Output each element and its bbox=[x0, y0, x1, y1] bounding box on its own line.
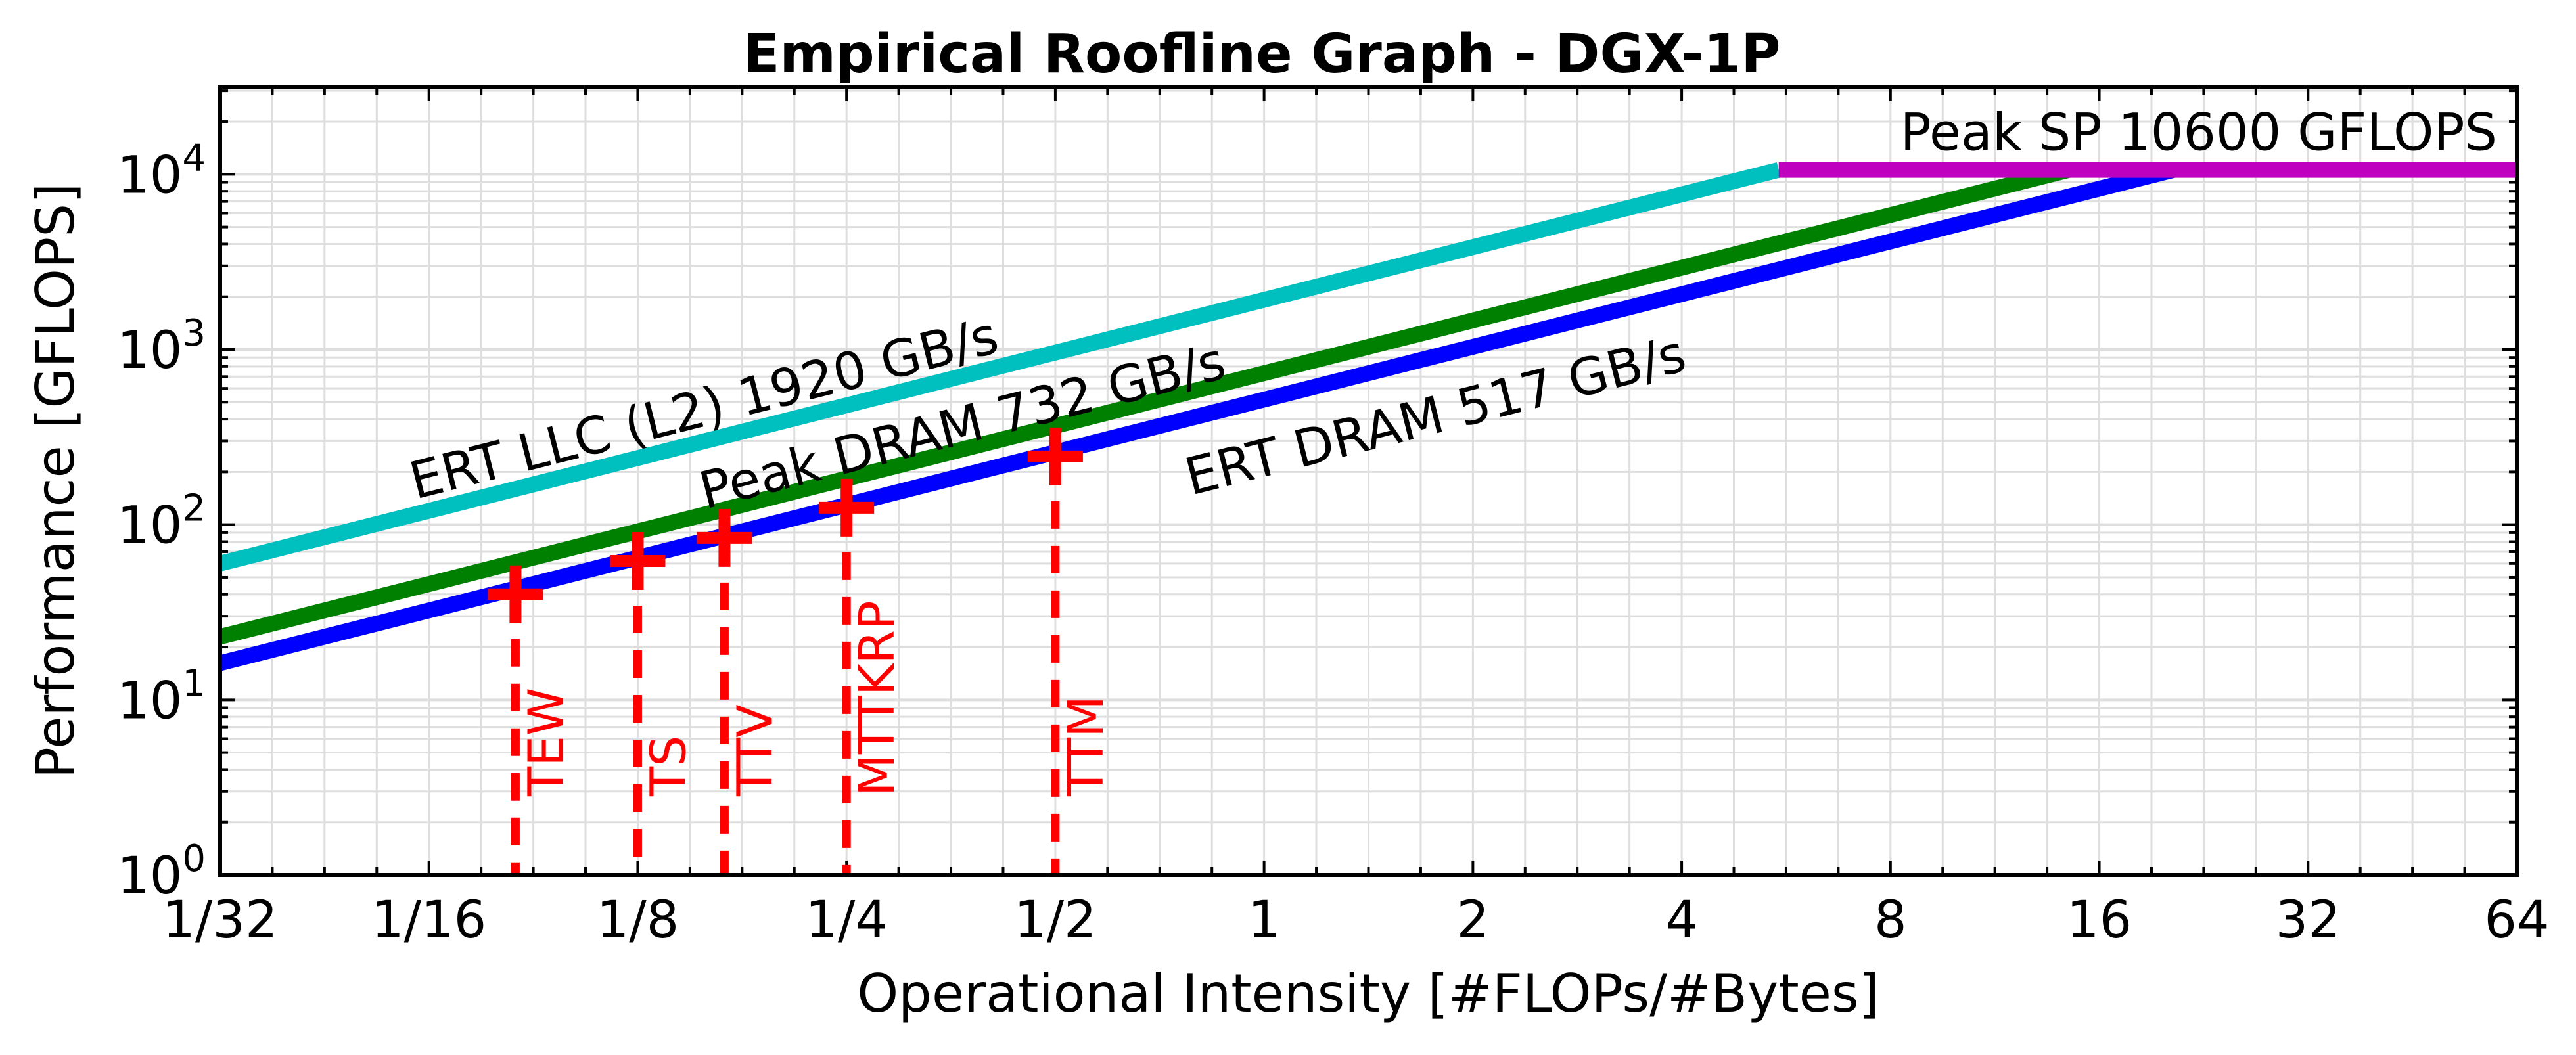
roofline-line-0 bbox=[218, 162, 1781, 572]
x-tick-label: 1/4 bbox=[805, 891, 888, 950]
x-tick-label: 1 bbox=[1248, 891, 1281, 950]
x-axis-label: Operational Intensity [#FLOPs/#Bytes] bbox=[857, 963, 1879, 1024]
x-tick-label: 2 bbox=[1457, 891, 1490, 950]
roofline-line-2 bbox=[218, 162, 2176, 671]
roofline-line-1 bbox=[218, 162, 2071, 645]
y-axis-label: Performance [GFLOPS] bbox=[25, 183, 86, 779]
y-tick-label: 103 bbox=[117, 312, 206, 380]
peak-compute-label: Peak SP 10600 GFLOPS bbox=[1900, 104, 2497, 163]
y-tick-label: 100 bbox=[117, 838, 206, 906]
x-tick-label: 1/2 bbox=[1014, 891, 1097, 950]
plot-frame bbox=[218, 85, 2519, 877]
kernel-label: MTTKRP bbox=[849, 600, 906, 796]
x-tick-label: 8 bbox=[1874, 891, 1907, 950]
kernel-label: TS bbox=[640, 736, 697, 797]
x-tick-label: 4 bbox=[1665, 891, 1698, 950]
kernel-label: TTV bbox=[727, 704, 783, 797]
roofline-lines bbox=[218, 162, 2517, 671]
y-tick-label: 102 bbox=[117, 487, 206, 556]
kernel-label: TTM bbox=[1058, 696, 1115, 797]
axis-ticks: 1/32 1/16 1/8 1/4 1/2 1 2 4 8 16 32 64 100 101 102 103 1… bbox=[117, 87, 2550, 950]
x-tick-label: 1/16 bbox=[371, 891, 486, 950]
x-tick-label: 16 bbox=[2067, 891, 2132, 950]
y-tick-label: 101 bbox=[117, 662, 206, 730]
kernel-label: TEW bbox=[518, 688, 574, 797]
x-tick-label: 64 bbox=[2484, 891, 2549, 950]
y-tick-label: 104 bbox=[117, 137, 206, 205]
x-tick-label: 32 bbox=[2276, 891, 2341, 950]
x-tick-label: 1/32 bbox=[162, 891, 277, 950]
kernel-markers: TEW TS TTV MTTKRP TTM bbox=[488, 427, 1115, 875]
x-tick-label: 1/8 bbox=[597, 891, 679, 950]
chart-title: Empirical Roofline Graph - DGX-1P bbox=[743, 23, 1780, 85]
